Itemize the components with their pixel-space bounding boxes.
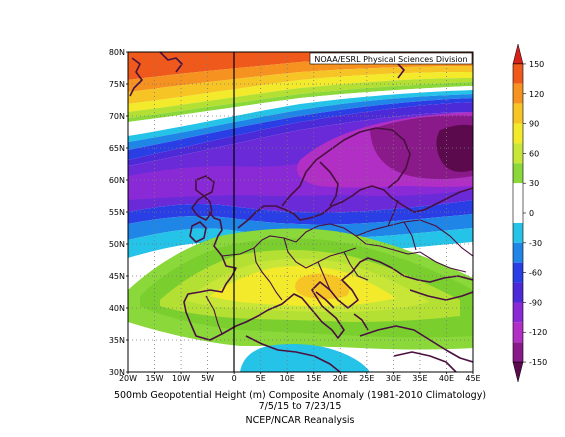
colorbar-swatch	[513, 203, 523, 223]
colorbar-swatch	[513, 322, 523, 343]
colorbar-label: -60	[529, 269, 542, 278]
latitude-label: 30N	[109, 368, 125, 377]
band-positive-120	[128, 52, 473, 80]
colorbar-swatch	[513, 342, 523, 363]
colorbar-swatch	[513, 282, 523, 303]
longitude-label: 35E	[412, 374, 427, 383]
longitude-label: 25E	[359, 374, 374, 383]
colorbar-swatch	[513, 103, 523, 124]
longitude-label: 20W	[119, 374, 137, 383]
latitude-label: 80N	[109, 48, 125, 57]
band-negative-30-africa	[252, 353, 352, 372]
caption-title: 500mb Geopotential Height (m) Composite …	[114, 390, 486, 401]
colorbar-swatch	[513, 262, 523, 283]
colorbar-label: -30	[529, 239, 542, 248]
colorbar	[512, 43, 524, 383]
latitude-label: 75N	[109, 80, 125, 89]
colorbar-swatch	[513, 183, 523, 204]
longitude-label: 30E	[386, 374, 401, 383]
band-negative-30-north	[128, 94, 473, 150]
graticule	[128, 52, 473, 372]
colorbar-swatch	[513, 163, 523, 184]
caption-dates: 7/5/15 to 7/23/15	[259, 401, 342, 412]
band-positive-75	[128, 72, 473, 112]
colorbar-label: 90	[529, 120, 539, 129]
colorbar-label: 120	[529, 90, 544, 99]
latitude-label: 35N	[109, 336, 125, 345]
credit-text: NOAA/ESRL Physical Sciences Division	[314, 55, 467, 64]
colorbar-label: 30	[529, 179, 539, 188]
latitude-labels: 30N 35N 40N 45N 50N 55N 60N 65N 70N 75N 80N	[109, 48, 125, 377]
latitude-label: 45N	[109, 272, 125, 281]
longitude-labels: 20W 15W 10W 5W 0 5E 10E 15E 20E 25E 30E 35E 40E 45E	[119, 374, 481, 383]
colorbar-swatch	[513, 143, 523, 164]
longitude-label: 0	[232, 374, 237, 383]
colorbar-arrow-bottom	[512, 361, 524, 383]
latitude-label: 40N	[109, 304, 125, 313]
coastlines	[129, 52, 473, 372]
longitude-label: 10W	[172, 374, 190, 383]
credit-box: NOAA/ESRL Physical Sciences Division	[309, 52, 473, 65]
latitude-label: 50N	[109, 240, 125, 249]
band-negative-15-north	[128, 90, 473, 142]
colorbar-label: 0	[529, 209, 534, 218]
latitude-label: 65N	[109, 144, 125, 153]
longitude-label: 40E	[439, 374, 454, 383]
band-zero-north	[128, 86, 473, 136]
axis-ticks	[126, 51, 474, 374]
colorbar-arrow-top	[512, 43, 524, 65]
colorbar-label: 150	[529, 60, 544, 69]
latitude-label: 70N	[109, 112, 125, 121]
latitude-label: 55N	[109, 208, 125, 217]
colorbar-swatch	[513, 302, 523, 323]
country-borders	[205, 199, 473, 335]
band-negative-30-south	[128, 214, 473, 240]
colorbar-swatch	[513, 123, 523, 144]
band-positive-105	[128, 58, 473, 92]
longitude-label: 45E	[465, 374, 480, 383]
longitude-label: 15W	[145, 374, 163, 383]
colorbar-label: 60	[529, 149, 539, 158]
band-negative-150	[436, 124, 473, 172]
band-positive-15	[128, 82, 473, 122]
colorbar-label: -150	[529, 358, 547, 367]
map-panel	[128, 52, 473, 372]
colorbar-swatch	[513, 222, 523, 243]
band-negative-60-north	[128, 102, 473, 166]
longitude-label: 5E	[256, 374, 266, 383]
colorbar-labels: 150 120 90 60 30 0 -30 -60 -90 -120 -150	[523, 60, 547, 367]
longitude-label: 20E	[333, 374, 348, 383]
caption-source: NCEP/NCAR Reanalysis	[245, 415, 354, 426]
colorbar-swatch	[513, 63, 523, 84]
band-positive-90-ridge	[295, 273, 350, 299]
colorbar-swatch	[513, 242, 523, 263]
longitude-label: 15E	[306, 374, 321, 383]
colorbar-label: -90	[529, 298, 542, 307]
band-positive-45	[128, 78, 473, 118]
band-positive-90	[128, 66, 473, 104]
colorbar-swatch	[513, 83, 523, 104]
longitude-label: 10E	[280, 374, 295, 383]
longitude-label: 5W	[201, 374, 214, 383]
colorbar-label: -120	[529, 328, 547, 337]
latitude-label: 60N	[109, 176, 125, 185]
